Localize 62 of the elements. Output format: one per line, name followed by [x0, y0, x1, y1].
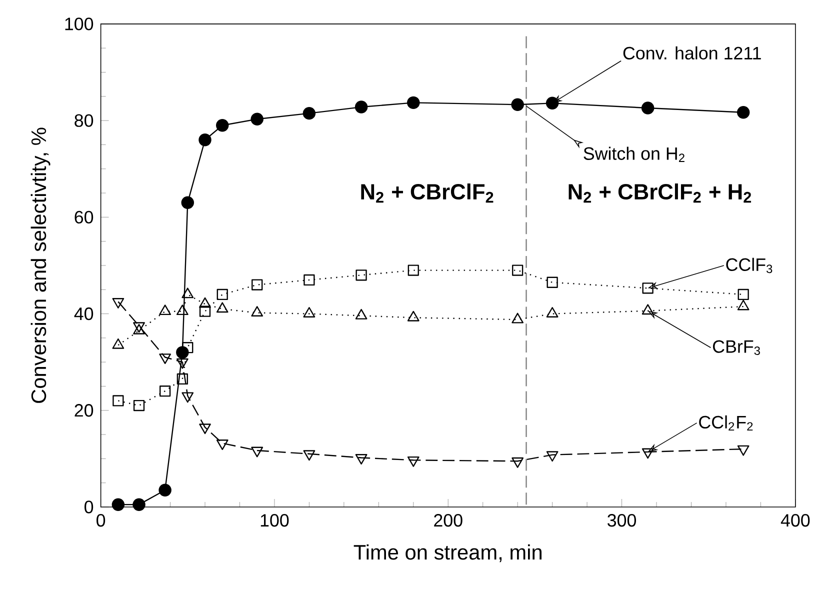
- point: [512, 264, 524, 276]
- point: [176, 358, 188, 369]
- point: [737, 445, 750, 456]
- point: [511, 98, 524, 112]
- point: [216, 119, 229, 132]
- point: [407, 456, 420, 467]
- y-tick-label: 80: [74, 114, 94, 127]
- point: [738, 288, 749, 300]
- y-tick-label: 20: [74, 404, 94, 417]
- point: [132, 498, 146, 512]
- point: [199, 306, 211, 318]
- point: [736, 106, 750, 119]
- annotation: CCl$_{2}$F$_{2}$: [699, 415, 753, 431]
- point: [302, 107, 316, 120]
- point: [112, 395, 124, 406]
- x-tick-label: 400: [780, 514, 810, 527]
- point: [252, 279, 263, 290]
- x-axis-title: Time on stream, min: [354, 544, 542, 562]
- x-tick-label: 200: [434, 514, 462, 527]
- point: [199, 424, 211, 434]
- y-tick-label: 40: [74, 308, 94, 320]
- point: [182, 392, 194, 403]
- point: [512, 458, 524, 468]
- annotation: CClF$_{3}$: [726, 258, 772, 274]
- point: [408, 264, 419, 276]
- y-axis-title: Conversion and selectivtity, %: [30, 128, 50, 403]
- point: [304, 274, 315, 286]
- point: [250, 112, 264, 126]
- point: [181, 196, 194, 210]
- point: [112, 298, 124, 309]
- point: [159, 386, 171, 397]
- point: [159, 354, 171, 364]
- point: [407, 96, 420, 110]
- annotation: CBrF$_{3}$: [713, 340, 760, 356]
- point: [216, 440, 228, 450]
- point: [546, 96, 559, 110]
- x-tick-label: 0: [96, 514, 106, 527]
- y-tick-label: 100: [65, 18, 94, 30]
- y-tick-label: 0: [84, 500, 94, 514]
- point: [641, 102, 654, 114]
- point: [642, 448, 654, 459]
- annotation: Switch on H$_{2}$: [584, 146, 684, 162]
- x-tick-label: 300: [608, 514, 636, 527]
- point: [303, 450, 316, 461]
- point: [251, 446, 264, 458]
- point: [642, 282, 654, 294]
- point: [112, 498, 125, 512]
- annotation: Conv. halon 1211: [623, 46, 761, 60]
- point: [176, 374, 188, 385]
- point: [354, 100, 368, 114]
- annotation: N$_{2}$ + CBrClF$_{2}$: [361, 184, 494, 203]
- point: [216, 288, 228, 300]
- point: [133, 400, 145, 412]
- y-tick-label: 60: [74, 210, 94, 224]
- annotation: N$_{2}$ + CBrClF$_{2}$ + H$_{2}$: [568, 184, 752, 203]
- point: [198, 134, 212, 146]
- point: [158, 484, 172, 497]
- point: [356, 270, 367, 281]
- point: [546, 451, 558, 462]
- point: [355, 454, 368, 465]
- point: [546, 276, 558, 288]
- x-tick-label: 100: [260, 514, 289, 527]
